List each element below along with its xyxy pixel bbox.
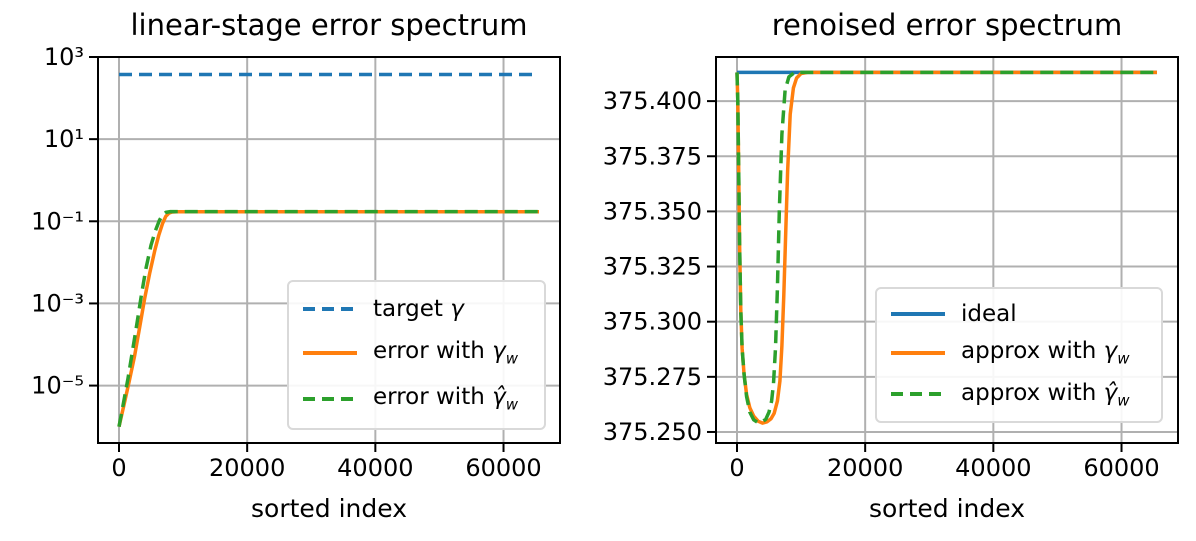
legend-right: ideal approx with γw approx with γ̂w bbox=[875, 287, 1163, 423]
series-error-gamma-w bbox=[117, 210, 539, 428]
legend-line-sample-orange bbox=[891, 351, 945, 356]
legend-item-target-gamma: target γ bbox=[303, 296, 530, 322]
axes-spines bbox=[97, 56, 561, 444]
y-tick-label: 10⁻¹ bbox=[31, 207, 84, 235]
gamma-symbol: γ̂ bbox=[1103, 379, 1118, 406]
legend-label: error with γw bbox=[373, 338, 519, 368]
legend-label: target γ bbox=[373, 296, 464, 323]
y-tick-label: 375.325 bbox=[603, 253, 702, 281]
legend-item-approx-gamma-w: approx with γw bbox=[891, 338, 1147, 368]
y-tick-label: 375.300 bbox=[603, 308, 702, 336]
gamma-symbol: γ bbox=[450, 296, 464, 323]
y-tick-label: 375.275 bbox=[603, 363, 702, 391]
x-tick-label: 60000 bbox=[1083, 454, 1159, 482]
x-tick-label: 40000 bbox=[955, 454, 1031, 482]
y-tick-label: 375.350 bbox=[603, 197, 702, 225]
y-tick-label: 10¹ bbox=[44, 125, 84, 153]
y-tick-label: 10³ bbox=[44, 43, 84, 71]
gamma-symbol: γ bbox=[492, 338, 506, 365]
y-tick-label: 375.250 bbox=[603, 418, 702, 446]
x-tick-label: 20000 bbox=[209, 454, 285, 482]
legend-label: approx with γ̂w bbox=[961, 379, 1130, 410]
chart-title-renoised: renoised error spectrum bbox=[771, 8, 1123, 42]
x-tick-label: 40000 bbox=[337, 454, 413, 482]
legend-item-error-gamma-hat-w: error with γ̂w bbox=[303, 384, 530, 414]
tick-marks-and-labels: 0 20000 40000 60000 10³ 10¹ 10⁻¹ 10⁻³ 10⁻⁵ bbox=[31, 43, 542, 482]
legend-line-sample-green bbox=[303, 397, 357, 402]
x-tick-label: 0 bbox=[111, 454, 126, 482]
legend-line-sample-green bbox=[891, 392, 945, 397]
legend-left: target γ error with γw error with γ̂w bbox=[287, 280, 546, 430]
legend-line-sample-blue bbox=[303, 307, 357, 312]
legend-line-sample-orange bbox=[303, 351, 357, 356]
x-tick-label: 60000 bbox=[465, 454, 541, 482]
y-tick-label: 10⁻³ bbox=[31, 289, 84, 317]
gamma-symbol: γ̂ bbox=[492, 384, 506, 411]
legend-label: error with γ̂w bbox=[373, 384, 519, 414]
tick-marks-and-labels: 0 20000 40000 60000 375.400 375.375 375.350 375… bbox=[603, 87, 1160, 482]
legend-label: approx with γw bbox=[961, 338, 1130, 368]
gamma-symbol: γ bbox=[1103, 338, 1118, 365]
x-tick-label: 0 bbox=[729, 454, 744, 482]
y-tick-label: 10⁻⁵ bbox=[31, 372, 84, 400]
legend-item-ideal: ideal bbox=[891, 301, 1147, 327]
x-axis-label-right: sorted index bbox=[869, 494, 1025, 523]
panel-linear-stage: 0 20000 40000 60000 10³ 10¹ 10⁻¹ 10⁻³ 10⁻⁵ bbox=[31, 43, 561, 482]
legend-line-sample-blue bbox=[891, 311, 945, 316]
x-tick-label: 20000 bbox=[827, 454, 903, 482]
y-tick-label: 375.400 bbox=[603, 87, 702, 115]
y-tick-label: 375.375 bbox=[603, 142, 702, 170]
legend-item-approx-gamma-hat-w: approx with γ̂w bbox=[891, 379, 1147, 410]
chart-title-linear-stage: linear-stage error spectrum bbox=[130, 8, 528, 42]
legend-label: ideal bbox=[961, 300, 1017, 327]
x-axis-label-left: sorted index bbox=[251, 494, 407, 523]
series-approx-gamma-hat-w bbox=[735, 70, 1157, 425]
series-error-gamma-hat-w bbox=[117, 209, 539, 428]
legend-item-error-gamma-w: error with γw bbox=[303, 338, 530, 368]
axes-spines bbox=[715, 56, 1179, 444]
